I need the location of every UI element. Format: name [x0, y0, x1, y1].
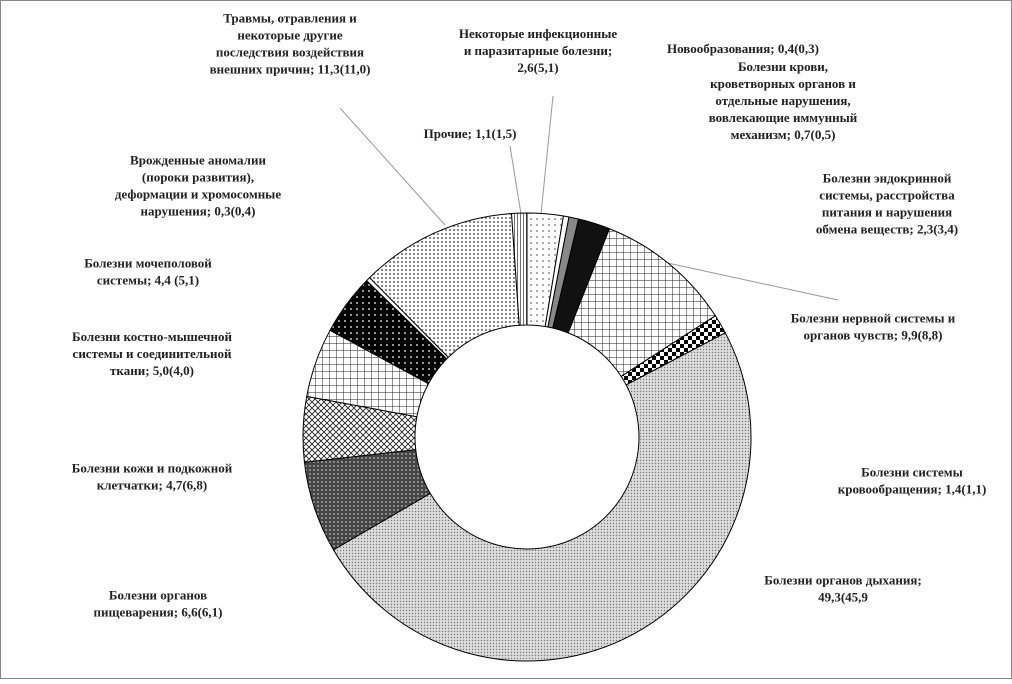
donut-slice — [510, 212, 528, 326]
slice-label: отдельные нарушения, — [715, 93, 850, 108]
slice-label: и паразитарные болезни; — [464, 43, 612, 58]
leader-lines — [339, 95, 839, 301]
slice-label: пищеварения; 6,6(6,1) — [94, 604, 223, 619]
slice-label: механизм; 0,7(0,5) — [731, 127, 836, 142]
donut-slice — [332, 332, 752, 662]
slice-label: Болезни системы — [861, 464, 963, 479]
slice-label: Болезни крови, — [738, 59, 828, 74]
slice-label: системы и соединительной — [73, 346, 232, 361]
slice-label: Некоторые инфекционные — [459, 26, 617, 41]
slice-label: системы, расстройства — [819, 187, 955, 202]
slice-label: органов чувств; 9,9(8,8) — [804, 327, 943, 342]
slice-label: нарушения; 0,3(0,4) — [140, 203, 255, 218]
slice-label: 49,3(45,9 — [818, 589, 868, 604]
slice-label: системы; 4,4 (5,1) — [97, 272, 199, 287]
slice-label: 2,6(5,1) — [517, 60, 558, 75]
slice-label: питания и нарушения — [822, 204, 952, 219]
slice-label: Болезни мочеполовой — [84, 255, 212, 270]
slice-label: Болезни кожи и подкожной — [72, 460, 233, 475]
slice-label: Новообразования; 0,4(0,3) — [667, 41, 819, 56]
slice-label: обмена веществ; 2,3(3,4) — [816, 221, 958, 236]
slice-label: Травмы, отравления и — [223, 10, 357, 25]
slice-label: Прочие; 1,1(1,5) — [424, 126, 517, 141]
slice-label: Болезни органов — [109, 587, 207, 602]
slice-label: кровообращения; 1,4(1,1) — [838, 481, 987, 496]
slice-label: ткани; 5,0(4,0) — [110, 363, 194, 378]
slice-label: вовлекающие иммунный — [709, 110, 858, 125]
slice-label: (пороки развития), — [142, 169, 254, 184]
slice-label: внешних причин; 11,3(11,0) — [210, 61, 371, 76]
slice-label: Болезни эндокринной — [823, 170, 952, 185]
slice-label: Болезни нервной системы и — [791, 310, 956, 325]
slice-label: клетчатки; 4,7(6,8) — [97, 477, 208, 492]
slice-label: Болезни органов дыхания; — [764, 572, 921, 587]
slice-label: деформации и хромосомные — [115, 186, 281, 201]
slice-label: последствия воздействия — [216, 44, 364, 59]
slice-label: некоторые другие — [237, 27, 343, 42]
slice-label: кроветворных органов и — [710, 76, 856, 91]
slice-label: Врожденные аномалии — [130, 152, 266, 167]
slice-label: Болезни костно-мышечной — [72, 329, 232, 344]
